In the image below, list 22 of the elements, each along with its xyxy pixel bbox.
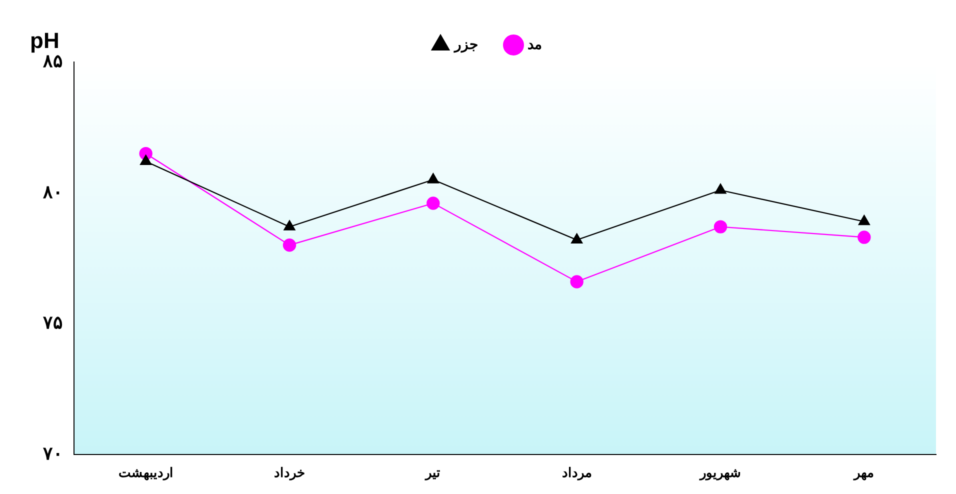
x-tick-label: خرداد — [274, 464, 305, 481]
x-tick-label: اردیبهشت — [118, 464, 174, 481]
point — [571, 233, 583, 244]
point — [570, 275, 584, 288]
y-tick-label: ۷۵ — [42, 312, 63, 333]
y-tick-label: ۷۰ — [42, 443, 63, 464]
x-tick-label: تیر — [424, 464, 441, 481]
point — [714, 184, 726, 194]
legend-label: جزر — [454, 36, 478, 53]
legend-label: مد — [528, 36, 542, 52]
point — [426, 196, 440, 210]
y-tick-label: ۸۰ — [42, 182, 63, 202]
x-tick-label: مرداد — [562, 464, 592, 481]
point — [714, 220, 728, 234]
point — [284, 220, 296, 230]
point — [140, 154, 152, 166]
x-tick-label: شهریور — [699, 464, 741, 481]
point — [427, 173, 439, 184]
x-tick-label: مهر — [853, 464, 874, 481]
point — [858, 214, 870, 226]
point — [282, 238, 296, 252]
point — [858, 230, 871, 244]
